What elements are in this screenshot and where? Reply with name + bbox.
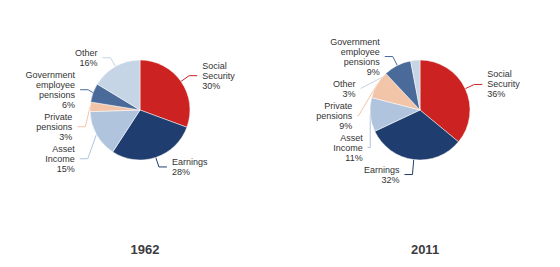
svg-text:Income: Income [45,154,75,164]
svg-text:9%: 9% [339,121,352,131]
svg-text:11%: 11% [345,153,362,163]
svg-text:36%: 36% [487,89,505,99]
svg-text:6%: 6% [62,100,75,110]
svg-text:1962: 1962 [131,242,160,257]
svg-text:2011: 2011 [411,242,439,257]
svg-text:Government: Government [330,37,380,47]
svg-text:pensions: pensions [36,122,73,132]
svg-text:3%: 3% [59,132,72,142]
svg-text:employee: employee [341,47,380,57]
svg-text:Private: Private [324,101,352,111]
svg-text:Other: Other [333,79,356,89]
svg-text:Private: Private [44,112,72,122]
svg-text:Other: Other [75,48,98,58]
svg-text:Asset: Asset [340,133,363,143]
svg-text:Security: Security [487,79,520,89]
svg-text:Income: Income [333,143,363,153]
svg-text:Government: Government [26,70,76,80]
svg-text:pensions: pensions [316,111,353,121]
svg-text:Earnings: Earnings [364,165,400,175]
svg-text:Social: Social [202,61,227,71]
svg-text:Social: Social [487,69,512,79]
svg-text:32%: 32% [381,175,399,185]
svg-text:employee: employee [36,80,75,90]
svg-text:9%: 9% [367,67,380,77]
svg-text:pensions: pensions [39,90,76,100]
svg-text:Earnings: Earnings [172,157,208,167]
svg-text:16%: 16% [80,58,98,68]
svg-text:Security: Security [202,71,235,81]
svg-text:30%: 30% [202,81,220,91]
svg-text:pensions: pensions [344,57,381,67]
svg-text:15%: 15% [57,164,75,174]
svg-text:28%: 28% [172,167,190,177]
svg-text:3%: 3% [343,89,356,99]
svg-text:Asset: Asset [52,144,75,154]
